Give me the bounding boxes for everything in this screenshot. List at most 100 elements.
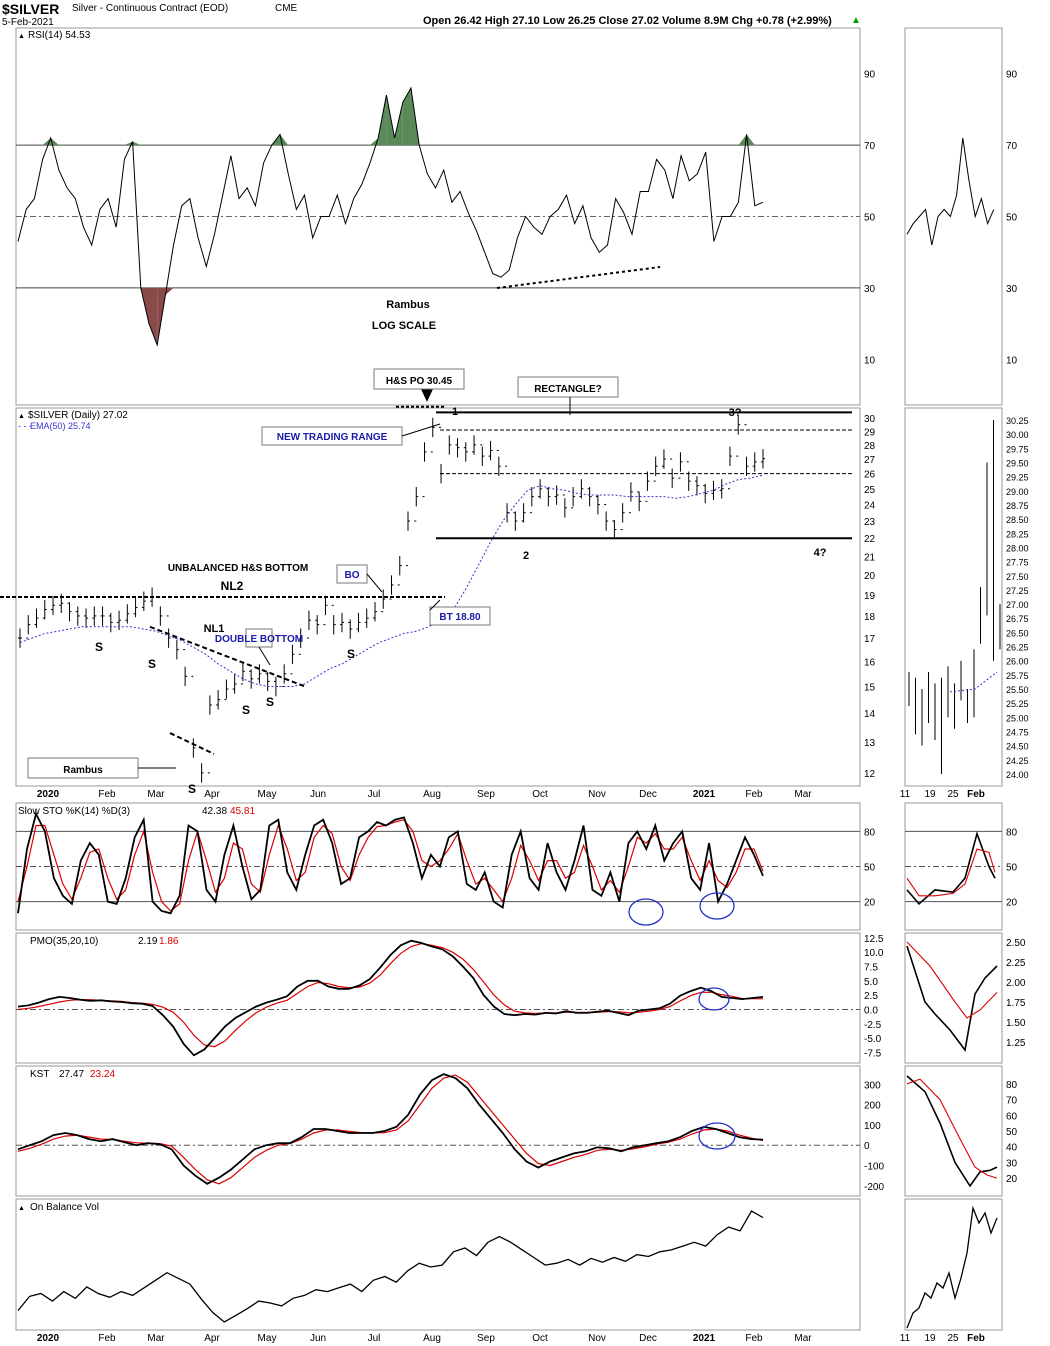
callout-rectangle: RECTANGLE?: [534, 384, 602, 395]
kst-tick-label: 300: [864, 1080, 881, 1091]
callout-double-bottom: Rambus: [63, 765, 103, 776]
kst-highlight-circle: [698, 1122, 736, 1150]
side-panel-obv: [904, 1198, 1003, 1331]
bottom-x-tick-label: Nov: [588, 1333, 606, 1344]
side-rsi-tick-label: 50: [1006, 213, 1018, 224]
side-pmo-signal-line: [906, 941, 998, 1019]
ema-legend: EMA(50) 25.74: [30, 421, 91, 431]
price-tick-label: 12: [864, 769, 876, 780]
chart-header-date: 5-Feb-2021: [2, 17, 54, 28]
price-tick-label: 25: [864, 485, 876, 496]
callout-hs-po-box: [373, 368, 465, 390]
price-tick-label: 30: [864, 414, 876, 425]
rsi-oversold-fill: [148, 287, 158, 346]
side-rsi-tick-label: 90: [1006, 70, 1018, 81]
kst-line: [17, 1073, 764, 1185]
price-x-tick-label: Dec: [639, 789, 657, 800]
side-panel-pmo: [904, 932, 1003, 1064]
callout-new-trading-range-pointer: [401, 423, 441, 437]
bottom-x-tick-label: Oct: [532, 1333, 548, 1344]
kst-legend-value: 27.47: [59, 1069, 84, 1080]
price-tick-label: 23: [864, 517, 876, 528]
side-kst-tick-label: 80: [1006, 1080, 1018, 1091]
annotation-rambus: Rambus: [386, 299, 429, 311]
price-x-tick-label: Sep: [477, 789, 495, 800]
side-kst-tick-label: 30: [1006, 1158, 1018, 1169]
annotation-shoulder-label: S: [347, 647, 355, 661]
bottom-x-tick-label: Sep: [477, 1333, 495, 1344]
rsi-overbought-fill: [132, 141, 141, 146]
price-x-tick-label: Oct: [532, 789, 548, 800]
side-price-tick-label: 27.00: [1006, 600, 1029, 610]
side-price-tick-label: 30.25: [1006, 416, 1029, 426]
bottom-x-tick-label: Jul: [368, 1333, 381, 1344]
price-tick-label: 26: [864, 470, 876, 481]
price-tick-label: 20: [864, 571, 876, 582]
rsi-overbought-fill: [738, 134, 747, 146]
side-pmo-tick-label: 2.25: [1006, 958, 1026, 969]
side-price-tick-label: 29.75: [1006, 444, 1029, 454]
side-kst-tick-label: 70: [1006, 1096, 1018, 1107]
side-kst-tick-label: 20: [1006, 1174, 1018, 1185]
kst-tick-label: 100: [864, 1121, 881, 1132]
pmo-tick-label: -5.0: [864, 1034, 882, 1045]
side-price-tick-label: 26.25: [1006, 643, 1029, 653]
side-rsi-line: [906, 137, 995, 246]
ema-legend-marker: - - -: [18, 421, 32, 431]
chart-header-symbol: $SILVER: [2, 1, 60, 17]
bottom-x-tick-label: Mar: [794, 1333, 812, 1344]
sto-tick-label: 50: [864, 863, 876, 874]
sto-legend: Slow STO %K(14) %D(3): [18, 806, 130, 817]
chart-header-ohlc: Open 26.42 High 27.10 Low 26.25 Close 27…: [423, 15, 832, 27]
pmo-tick-label: 5.0: [864, 977, 878, 988]
annotation-point-4: 4?: [814, 547, 827, 559]
side-price-tick-label: 27.75: [1006, 558, 1029, 568]
annotation-unbalanced-hs: UNBALANCED H&S BOTTOM: [168, 563, 308, 574]
kst-legend-signal: 23.24: [90, 1069, 115, 1080]
callout-bo-lower-pointer: [258, 646, 271, 666]
callout-bt-box: [429, 606, 491, 626]
side-x-tick-label: 25: [947, 789, 959, 800]
price-x-tick-label: Feb: [98, 789, 116, 800]
sto-k-line: [17, 811, 764, 915]
side-price-tick-label: 28.75: [1006, 501, 1029, 511]
kst-tick-label: 200: [864, 1101, 881, 1112]
price-x-tick-label: Jul: [368, 789, 381, 800]
price-tick-label: 21: [864, 552, 876, 563]
side-price-tick-label: 27.25: [1006, 586, 1029, 596]
neckline-nl1: [149, 625, 306, 688]
sto-highlight-circle: [699, 892, 735, 920]
sto-legend-d: 45.81: [230, 806, 255, 817]
pmo-tick-label: 2.5: [864, 991, 878, 1002]
price-x-tick-label: Jun: [310, 789, 326, 800]
side-rsi-tick-label: 30: [1006, 284, 1018, 295]
side-price-tick-label: 28.50: [1006, 515, 1029, 525]
bottom-x-tick-label: Aug: [423, 1333, 441, 1344]
pmo-signal-line: [17, 942, 764, 1048]
side-rsi-tick-label: 10: [1006, 355, 1018, 366]
side-sto-tick-label: 80: [1006, 827, 1018, 838]
side-price-tick-label: 29.50: [1006, 458, 1029, 468]
side-pmo-line: [906, 945, 998, 1052]
side-price-tick-label: 25.75: [1006, 671, 1029, 681]
side-sto-tick-label: 20: [1006, 898, 1018, 909]
side-bottom-x-tick-label: 11: [900, 1333, 911, 1344]
annotation-shoulder-label: S: [266, 695, 274, 709]
sto-tick-label: 20: [864, 898, 876, 909]
panel-kst: [15, 1065, 861, 1197]
price-x-tick-label: Nov: [588, 789, 606, 800]
panel-pmo: [15, 932, 861, 1064]
double-bottom-line: [169, 732, 215, 755]
annotation-point-3: 3?: [729, 407, 742, 419]
rsi-line: [17, 86, 764, 347]
side-price-tick-label: 28.25: [1006, 529, 1029, 539]
annotation-shoulder-label: S: [242, 703, 250, 717]
side-x-tick-label: Feb: [967, 789, 985, 800]
side-price-tick-label: 26.50: [1006, 628, 1029, 638]
side-pmo-tick-label: 2.50: [1006, 938, 1026, 949]
rsi-overbought-fill: [124, 141, 133, 146]
side-price-tick-label: 29.25: [1006, 473, 1029, 483]
callout-rectangle-box: [517, 376, 619, 398]
pmo-tick-label: -2.5: [864, 1020, 882, 1031]
